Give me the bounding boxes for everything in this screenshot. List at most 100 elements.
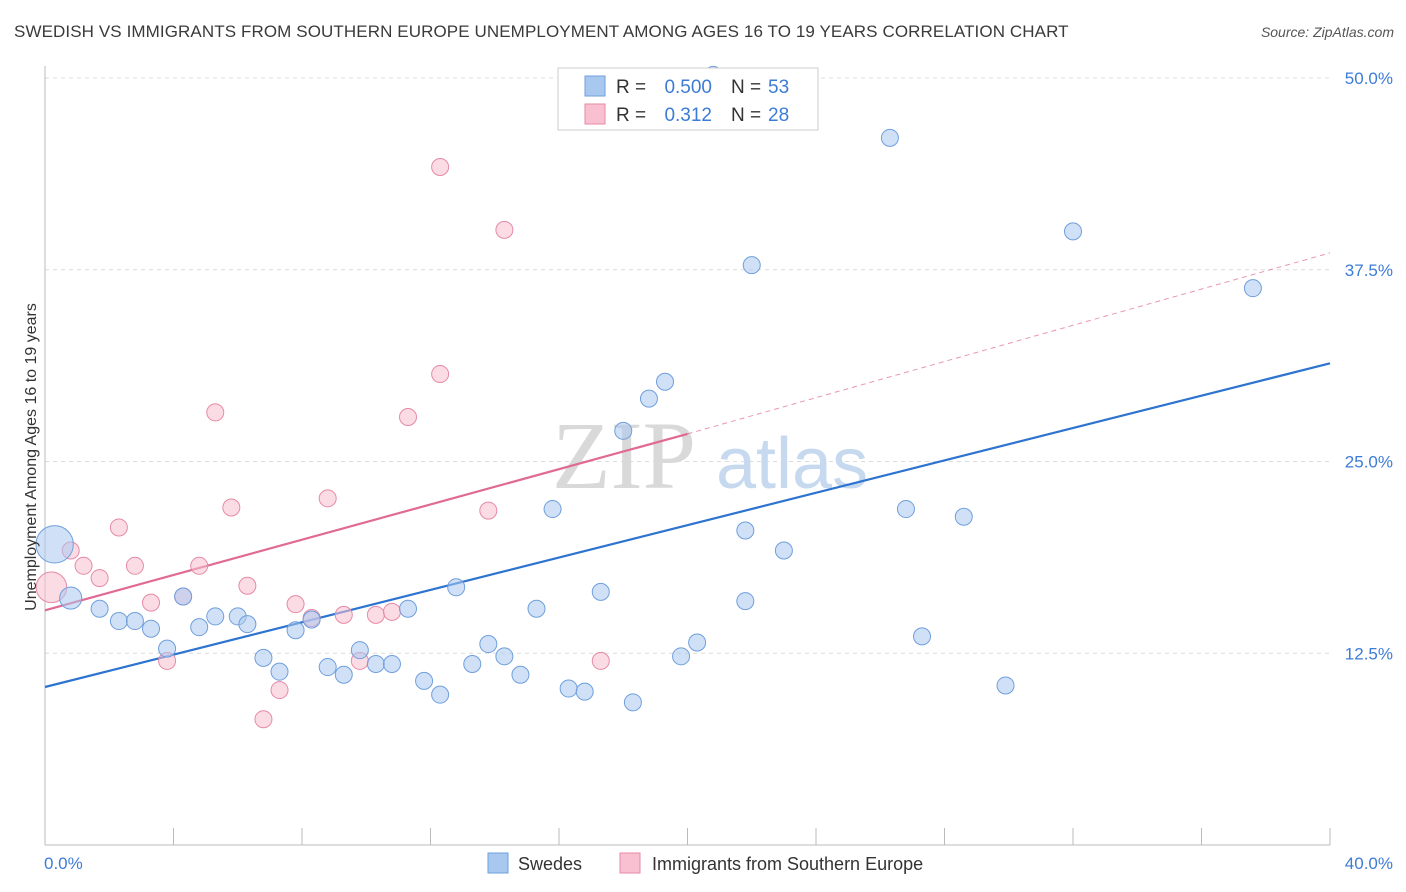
data-point (35, 525, 74, 564)
data-point (672, 647, 691, 666)
watermark-atlas: atlas (716, 424, 868, 504)
legend-r-label: R = (616, 105, 646, 126)
data-point (366, 605, 385, 624)
data-point (222, 498, 241, 517)
y-tick-label: 50.0% (1345, 69, 1393, 88)
data-point (90, 569, 109, 588)
chart-title: SWEDISH VS IMMIGRANTS FROM SOUTHERN EURO… (14, 22, 1069, 41)
data-point (495, 647, 514, 666)
data-point (742, 256, 761, 275)
data-point (382, 654, 401, 673)
data-point (334, 665, 353, 684)
legend-n-label: N = (731, 105, 761, 126)
data-point (109, 518, 128, 537)
data-point (302, 610, 321, 629)
bottom-legend: Swedes Immigrants from Southern Europe (487, 852, 923, 874)
legend-n-value: 28 (768, 105, 789, 126)
data-point (575, 682, 594, 701)
data-point (591, 582, 610, 601)
data-point (142, 593, 161, 612)
data-point (479, 635, 498, 654)
legend-r-value: 0.312 (664, 105, 712, 126)
legend-swatch (584, 103, 606, 125)
data-point (527, 599, 546, 618)
data-point (318, 489, 337, 508)
x-tick-labels: 0.0% 40.0% (44, 854, 1393, 873)
data-point (206, 403, 225, 422)
data-point (286, 595, 305, 614)
x-tick-label: 40.0% (1345, 854, 1393, 873)
y-tick-label: 25.0% (1345, 453, 1393, 472)
data-point (399, 599, 418, 618)
data-point (382, 602, 401, 621)
data-point (543, 500, 562, 519)
data-point (318, 658, 337, 677)
data-point (1064, 222, 1082, 241)
data-point (614, 421, 633, 440)
bottom-legend-label: Swedes (518, 854, 582, 874)
data-point (399, 408, 418, 427)
data-point (954, 507, 973, 526)
y-axis-label: Unemployment Among Ages 16 to 19 years (23, 303, 40, 611)
data-point (736, 521, 755, 540)
data-point (774, 541, 793, 560)
y-tick-labels: 12.5% 25.0% 37.5% 50.0% (1345, 69, 1393, 663)
data-point (59, 586, 83, 610)
data-point (639, 389, 658, 408)
data-point (656, 372, 675, 391)
legend-n-value: 53 (768, 77, 789, 98)
data-point (334, 605, 353, 624)
data-point (591, 651, 610, 670)
gridlines (45, 77, 1330, 654)
data-point (206, 607, 225, 626)
legend-swatch (584, 75, 606, 97)
data-point (623, 693, 642, 712)
data-point (238, 576, 257, 595)
data-point (736, 592, 755, 611)
bottom-legend-swatch (619, 852, 641, 874)
data-point (74, 556, 93, 575)
data-point (142, 619, 161, 638)
data-point (238, 615, 257, 634)
trend-line-extension (687, 252, 1331, 435)
data-point (511, 665, 530, 684)
data-point (254, 648, 273, 667)
data-point (125, 556, 144, 575)
data-point (479, 501, 498, 520)
data-point (896, 500, 915, 519)
data-point (996, 676, 1015, 695)
y-tick-label: 37.5% (1345, 261, 1393, 280)
data-point (90, 599, 109, 618)
data-points (35, 65, 1262, 729)
chart-source: Source: ZipAtlas.com (1260, 24, 1394, 40)
legend: R = 0.500 N = 53 R = 0.312 N = 28 (557, 67, 819, 131)
x-tick-label: 0.0% (44, 854, 83, 873)
legend-n-label: N = (731, 77, 761, 98)
legend-r-label: R = (616, 77, 646, 98)
legend-r-value: 0.500 (664, 77, 712, 98)
bottom-legend-label: Immigrants from Southern Europe (652, 854, 923, 874)
data-point (190, 556, 209, 575)
data-point (286, 621, 305, 640)
trend-line-immigrants (44, 432, 688, 612)
data-point (431, 685, 450, 704)
data-point (125, 612, 144, 631)
data-point (415, 671, 434, 690)
data-point (158, 639, 177, 658)
data-point (366, 654, 385, 673)
axes (44, 66, 1331, 846)
data-point (447, 578, 466, 597)
data-point (174, 587, 193, 606)
watermark-zip: ZIP (552, 402, 696, 509)
data-point (270, 681, 289, 700)
bottom-legend-swatch (487, 852, 509, 874)
data-point (559, 679, 578, 698)
data-point (688, 633, 707, 652)
data-point (1243, 279, 1262, 298)
data-point (880, 128, 899, 147)
y-tick-label: 12.5% (1345, 644, 1393, 663)
data-point (463, 654, 482, 673)
data-point (913, 627, 932, 646)
trend-lines (44, 252, 1331, 689)
